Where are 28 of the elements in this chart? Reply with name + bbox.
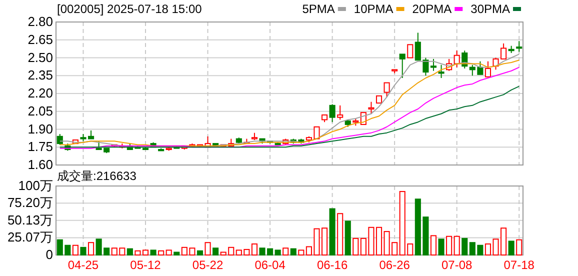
legend-label: 30PMA — [470, 2, 510, 16]
x-tick-label: 06-04 — [254, 258, 286, 272]
x-tick-label: 06-16 — [316, 258, 348, 272]
legend-label: 20PMA — [412, 2, 452, 16]
y-tick-label: 1.60 — [28, 157, 53, 172]
y-tick-label: 75.20万 — [7, 195, 53, 210]
chart-title: [002005] 2025-07-18 15:00 — [57, 2, 202, 16]
x-tick-label: 07-18 — [504, 258, 535, 272]
y-tick-label: 1.75 — [28, 139, 53, 154]
y-tick-label: 2.20 — [28, 86, 53, 100]
y-tick-label: 25.07万 — [7, 230, 53, 245]
y-tick-label: 0 — [46, 247, 53, 262]
y-tick-label: 1.90 — [28, 121, 53, 136]
y-tick-label: 2.35 — [28, 68, 53, 83]
x-tick-label: 07-08 — [441, 258, 473, 272]
x-tick-label: 06-26 — [379, 258, 410, 272]
x-tick-label: 05-12 — [130, 258, 162, 272]
x-tick-label: 04-25 — [68, 258, 99, 272]
legend-label: 5PMA — [302, 2, 335, 16]
y-tick-label: 2.50 — [28, 50, 53, 65]
x-tick-label: 05-22 — [192, 258, 224, 272]
y-tick-label: 100万 — [18, 178, 53, 193]
legend-label: 10PMA — [354, 2, 394, 16]
y-tick-label: 2.65 — [28, 32, 53, 47]
y-tick-label: 2.05 — [28, 103, 53, 118]
y-tick-label: 50.13万 — [7, 212, 53, 228]
y-tick-label: 2.80 — [28, 14, 53, 29]
chart-title: 成交量:216633 — [57, 169, 137, 183]
